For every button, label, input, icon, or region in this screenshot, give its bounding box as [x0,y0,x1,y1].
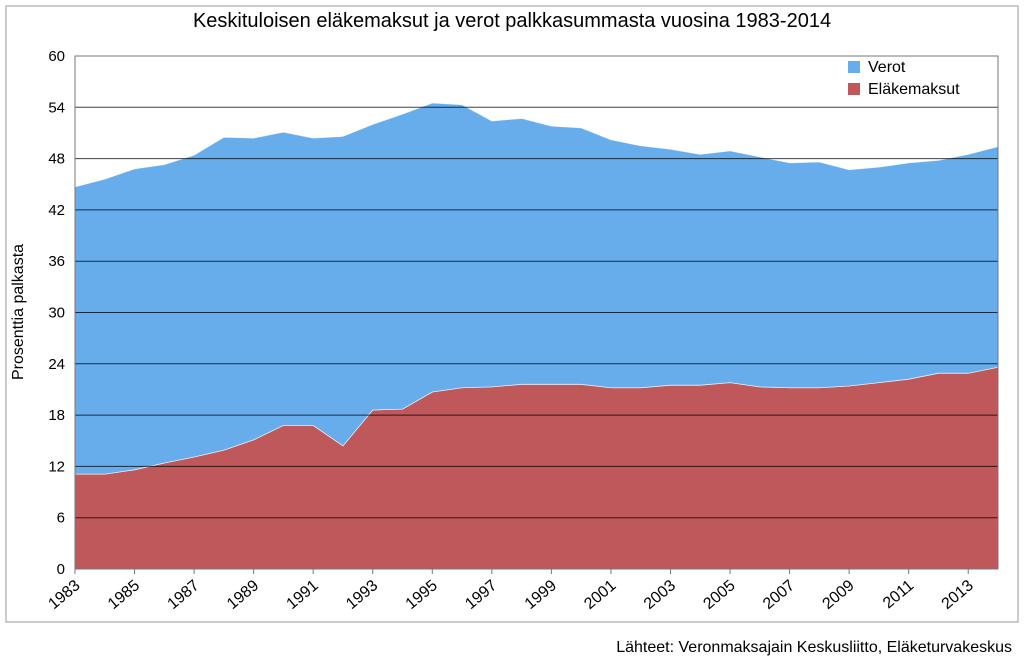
x-tick-label: 2009 [820,577,858,613]
x-tick-label: 2003 [641,577,679,613]
y-tick-label: 12 [48,458,65,475]
legend-label: Eläkemaksut [868,81,960,98]
y-tick-label: 18 [48,407,65,424]
chart-title: Keskituloisen eläkemaksut ja verot palkk… [193,10,831,32]
x-tick-label: 1995 [403,577,441,613]
y-tick-label: 48 [48,151,65,168]
y-axis-label: Prosenttia palkasta [10,244,27,380]
chart-frame [5,5,1019,623]
y-tick-label: 6 [57,510,65,527]
source-note: Lähteet: Veronmaksajain Keskusliitto, El… [616,639,1012,656]
y-tick-label: 54 [48,99,65,116]
y-tick-label: 60 [48,48,65,65]
x-tick-label: 1985 [105,577,143,613]
y-tick-label: 42 [48,202,65,219]
x-tick-label: 2011 [880,577,917,612]
x-tick-label: 2007 [760,577,798,613]
x-tick-label: 2005 [700,577,738,613]
x-tick-label: 1983 [45,577,83,613]
y-tick-label: 36 [48,253,65,270]
legend-swatch [848,61,860,73]
x-tick-label: 1993 [343,577,381,613]
x-tick-label: 2013 [939,577,977,613]
y-tick-label: 0 [57,561,65,578]
y-tick-label: 30 [48,305,65,322]
legend-label: Verot [868,59,906,76]
x-tick-label: 1991 [284,577,322,613]
x-tick-label: 1997 [462,577,500,613]
x-tick-label: 1987 [164,577,202,613]
x-tick-label: 1989 [224,577,262,613]
legend-swatch [848,83,860,95]
x-tick-label: 1999 [522,577,560,613]
plot-frame [74,55,999,570]
y-tick-label: 24 [48,356,65,373]
x-tick-label: 2001 [581,577,619,613]
